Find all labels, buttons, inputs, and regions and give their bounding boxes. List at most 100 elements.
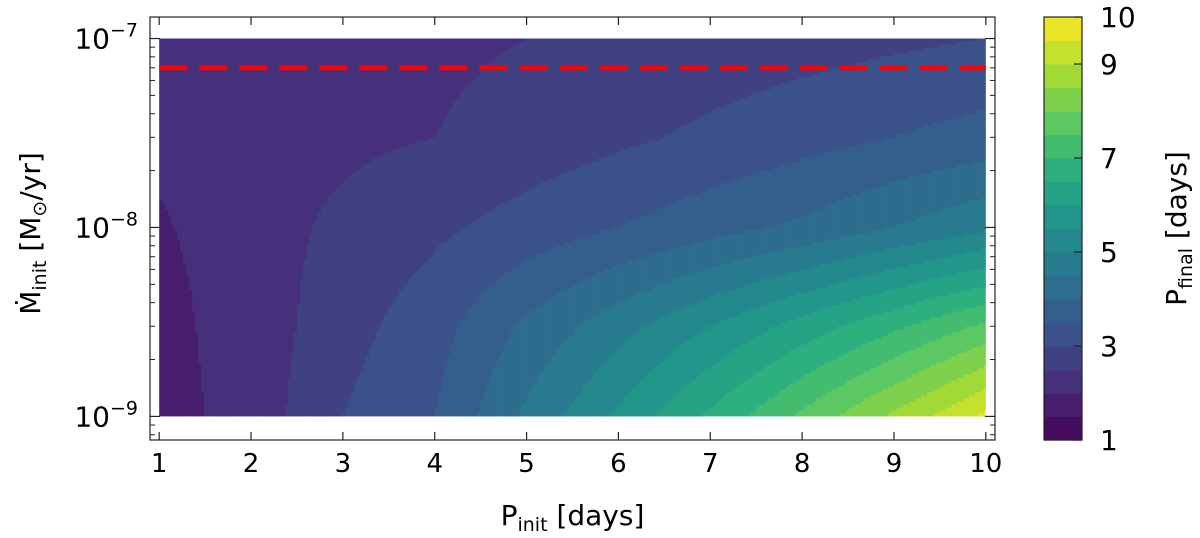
contour-cell: [615, 50, 619, 55]
contour-cell: [870, 53, 874, 58]
contour-cell: [303, 50, 307, 55]
contour-cell: [162, 56, 166, 61]
contour-cell: [210, 53, 214, 58]
contour-cell: [267, 41, 271, 46]
contour-cell: [483, 38, 487, 43]
contour-cell: [831, 38, 835, 43]
contour-cell: [549, 56, 553, 61]
contour-cell: [384, 44, 388, 49]
contour-cell: [387, 53, 391, 58]
contour-cell: [270, 44, 274, 49]
contour-cell: [378, 50, 382, 55]
contour-cell: [384, 56, 388, 61]
contour-cell: [177, 47, 181, 52]
contour-cell: [732, 47, 736, 52]
contour-cell: [873, 41, 877, 46]
contour-cell: [267, 53, 271, 58]
contour-cell: [762, 53, 766, 58]
contour-cell: [669, 38, 673, 43]
contour-cell: [903, 47, 907, 52]
contour-cell: [945, 41, 949, 46]
contour-cell: [261, 38, 265, 43]
contour-cell: [519, 41, 523, 46]
contour-cell: [180, 56, 184, 61]
contour-cell: [774, 56, 778, 61]
contour-cell: [273, 38, 277, 43]
contour-cell: [390, 44, 394, 49]
contour-cell: [825, 38, 829, 43]
contour-cell: [231, 53, 235, 58]
contour-cell: [567, 56, 571, 61]
contour-cell: [684, 53, 688, 58]
contour-cell: [300, 47, 304, 52]
contour-cell: [168, 47, 172, 52]
contour-cell: [384, 41, 388, 46]
contour-cell: [690, 38, 694, 43]
contour-cell: [285, 38, 289, 43]
contour-cell: [780, 41, 784, 46]
contour-cell: [237, 41, 241, 46]
contour-cell: [213, 50, 217, 55]
contour-cell: [717, 44, 721, 49]
contour-cell: [351, 41, 355, 46]
contour-cell: [435, 41, 439, 46]
contour-cell: [735, 50, 739, 55]
contour-cell: [174, 41, 178, 46]
contour-cell: [204, 41, 208, 46]
contour-cell: [438, 41, 442, 46]
contour-cell: [801, 53, 805, 58]
contour-cell: [744, 56, 748, 61]
contour-cell: [573, 44, 577, 49]
contour-cell: [381, 44, 385, 49]
contour-cell: [702, 38, 706, 43]
contour-cell: [270, 56, 274, 61]
contour-cell: [768, 47, 772, 52]
contour-cell: [819, 56, 823, 61]
contour-cell: [177, 50, 181, 55]
contour-cell: [921, 50, 925, 55]
contour-cell: [168, 38, 172, 43]
contour-cell: [258, 47, 262, 52]
contour-cell: [234, 56, 238, 61]
contour-cell: [489, 44, 493, 49]
contour-cell: [834, 38, 838, 43]
contour-cell: [414, 56, 418, 61]
contour-cell: [405, 53, 409, 58]
contour-cell: [912, 50, 916, 55]
contour-cell: [297, 44, 301, 49]
contour-cell: [669, 41, 673, 46]
contour-cell: [447, 41, 451, 46]
contour-cell: [486, 41, 490, 46]
contour-cell: [396, 38, 400, 43]
contour-cell: [939, 44, 943, 49]
contour-cell: [471, 53, 475, 58]
contour-cell: [603, 44, 607, 49]
contour-cell: [192, 53, 196, 58]
contour-cell: [168, 41, 172, 46]
contour-cell: [549, 47, 553, 52]
contour-cell: [324, 56, 328, 61]
contour-cell: [384, 38, 388, 43]
contour-cell: [654, 50, 658, 55]
contour-cell: [813, 41, 817, 46]
contour-cell: [699, 44, 703, 49]
contour-cell: [858, 50, 862, 55]
contour-cell: [522, 53, 526, 58]
contour-cell: [696, 50, 700, 55]
contour-cell: [864, 38, 868, 43]
contour-cell: [819, 47, 823, 52]
contour-cell: [567, 38, 571, 43]
contour-cell: [798, 50, 802, 55]
contour-cell: [381, 38, 385, 43]
contour-cell: [921, 38, 925, 43]
contour-cell: [822, 53, 826, 58]
contour-cell: [165, 50, 169, 55]
contour-cell: [801, 38, 805, 43]
contour-cell: [561, 53, 565, 58]
contour-cell: [159, 38, 163, 43]
contour-cell: [333, 44, 337, 49]
contour-cell: [738, 56, 742, 61]
contour-cell: [291, 53, 295, 58]
contour-cell: [405, 47, 409, 52]
contour-cell: [300, 53, 304, 58]
